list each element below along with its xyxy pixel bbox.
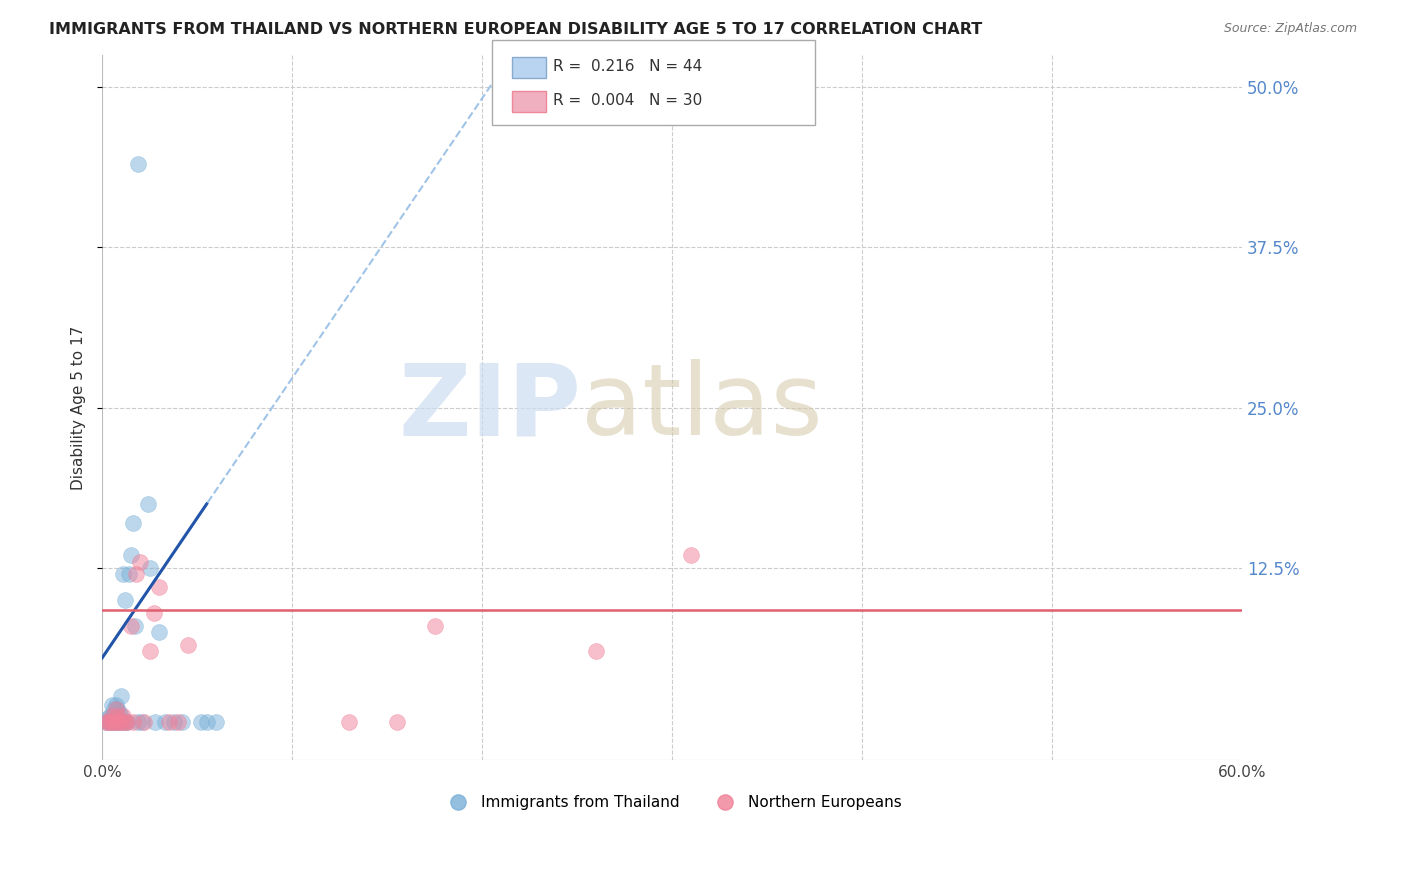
- Point: [104, 714, 127, 729]
- Point: [129, 555, 152, 569]
- Point: [112, 708, 135, 723]
- Point: [120, 548, 142, 562]
- Text: R =  0.216   N = 44: R = 0.216 N = 44: [553, 60, 702, 74]
- Point: [104, 708, 127, 723]
- Point: [195, 714, 218, 729]
- Point: [190, 714, 212, 729]
- Point: [148, 625, 170, 640]
- Point: [98, 708, 121, 723]
- Point: [157, 714, 180, 729]
- Point: [121, 714, 143, 729]
- Point: [153, 714, 176, 729]
- Point: [108, 712, 131, 726]
- Point: [177, 638, 200, 652]
- Text: Source: ZipAtlas.com: Source: ZipAtlas.com: [1223, 22, 1357, 36]
- Point: [110, 714, 132, 729]
- Point: [104, 698, 127, 713]
- Point: [115, 714, 138, 729]
- Point: [97, 714, 120, 729]
- Point: [107, 714, 129, 729]
- Point: [97, 714, 120, 729]
- Point: [100, 708, 122, 723]
- Point: [107, 708, 129, 723]
- Point: [97, 711, 120, 725]
- Point: [107, 714, 129, 729]
- Point: [112, 567, 135, 582]
- Point: [114, 593, 136, 607]
- Point: [423, 619, 446, 633]
- Text: IMMIGRANTS FROM THAILAND VS NORTHERN EUROPEAN DISABILITY AGE 5 TO 17 CORRELATION: IMMIGRANTS FROM THAILAND VS NORTHERN EUR…: [49, 22, 983, 37]
- Text: R =  0.004   N = 30: R = 0.004 N = 30: [553, 94, 702, 108]
- Point: [337, 714, 360, 729]
- Point: [100, 714, 122, 729]
- Point: [110, 708, 132, 723]
- Point: [114, 714, 136, 729]
- Point: [205, 714, 228, 729]
- Point: [114, 714, 136, 729]
- Point: [100, 698, 122, 713]
- Point: [585, 644, 607, 658]
- Point: [98, 714, 121, 729]
- Point: [112, 714, 135, 729]
- Point: [125, 567, 148, 582]
- Point: [167, 714, 190, 729]
- Text: atlas: atlas: [581, 359, 823, 457]
- Point: [103, 714, 125, 729]
- Legend: Immigrants from Thailand, Northern Europeans: Immigrants from Thailand, Northern Europ…: [436, 789, 908, 816]
- Point: [148, 580, 170, 594]
- Point: [138, 561, 160, 575]
- Point: [163, 714, 186, 729]
- Point: [108, 714, 131, 729]
- Point: [170, 714, 193, 729]
- Point: [127, 714, 149, 729]
- Point: [127, 157, 149, 171]
- Point: [142, 606, 165, 620]
- Point: [110, 714, 132, 729]
- Point: [107, 702, 129, 716]
- Point: [103, 714, 125, 729]
- Point: [136, 497, 159, 511]
- Point: [132, 714, 155, 729]
- Y-axis label: Disability Age 5 to 17: Disability Age 5 to 17: [72, 326, 86, 490]
- Point: [131, 714, 153, 729]
- Point: [138, 644, 160, 658]
- Point: [94, 714, 117, 729]
- Point: [100, 708, 122, 723]
- Point: [98, 714, 121, 729]
- Point: [124, 619, 146, 633]
- Point: [145, 714, 167, 729]
- Point: [385, 714, 408, 729]
- Point: [118, 567, 141, 582]
- Point: [681, 548, 703, 562]
- Point: [100, 714, 122, 729]
- Point: [104, 702, 127, 716]
- Point: [120, 619, 142, 633]
- Point: [115, 714, 138, 729]
- Point: [108, 705, 131, 719]
- Point: [110, 690, 132, 704]
- Text: ZIP: ZIP: [398, 359, 581, 457]
- Point: [103, 702, 125, 716]
- Point: [121, 516, 143, 531]
- Point: [103, 708, 125, 723]
- Point: [94, 714, 117, 729]
- Point: [107, 708, 129, 723]
